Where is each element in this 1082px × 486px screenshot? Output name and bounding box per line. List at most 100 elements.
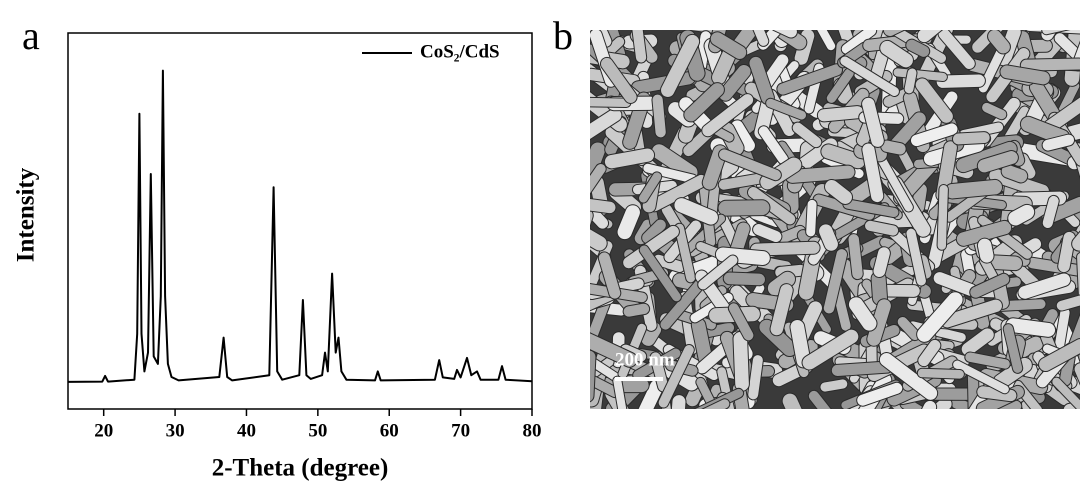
rod [987, 30, 1011, 55]
rod [1038, 338, 1080, 373]
rod [864, 219, 900, 237]
rod [660, 33, 701, 98]
rod [673, 197, 719, 226]
rod [590, 162, 607, 198]
rod [819, 378, 849, 393]
rod [916, 399, 938, 409]
scale-bar-label: 200 nm [615, 349, 675, 370]
rod [824, 178, 854, 205]
rod [914, 77, 954, 124]
rod [847, 296, 878, 332]
rod [1041, 133, 1076, 152]
rod [651, 93, 667, 139]
rod [805, 198, 818, 238]
rod [813, 30, 837, 52]
x-tick-label: 60 [380, 420, 399, 441]
rod [951, 131, 991, 146]
rod [861, 142, 885, 204]
y-axis-title: Intensity [13, 167, 40, 262]
plot-frame [67, 32, 533, 410]
x-tick-label: 40 [237, 420, 256, 441]
rod [1057, 230, 1077, 274]
rod [667, 398, 731, 409]
rod [937, 30, 976, 70]
rod [1071, 30, 1080, 72]
rod [976, 150, 1019, 174]
rod [1051, 376, 1080, 409]
rod [752, 223, 783, 244]
rod [590, 195, 617, 215]
rod [603, 147, 656, 170]
rod [622, 224, 680, 270]
rod [807, 389, 838, 409]
rod [722, 271, 766, 287]
rod [718, 148, 782, 182]
rod [590, 174, 610, 230]
x-tick-label: 20 [94, 420, 113, 441]
rod [657, 343, 695, 409]
rod [952, 359, 1010, 395]
rod [675, 30, 721, 34]
rod [935, 73, 986, 89]
rod [960, 327, 995, 357]
rod [727, 302, 755, 342]
rod [1007, 203, 1036, 227]
rod [590, 213, 608, 252]
rod [769, 30, 798, 39]
rod [856, 381, 904, 407]
rod [1041, 30, 1074, 36]
rod [905, 38, 931, 58]
rod [1073, 362, 1080, 409]
data-line [67, 69, 533, 383]
rod [590, 330, 638, 368]
rod [1000, 163, 1029, 184]
rod [718, 64, 752, 102]
rod [590, 96, 632, 108]
sem-image: 200 nm [577, 30, 1080, 409]
rod [909, 122, 959, 148]
rod [1071, 218, 1080, 252]
rod [818, 223, 839, 252]
rod [1041, 194, 1060, 230]
rod [822, 248, 849, 315]
rods [577, 30, 1080, 409]
x-tick-label: 70 [451, 420, 470, 441]
rod [697, 254, 739, 291]
rod [674, 222, 697, 284]
rod [839, 55, 900, 97]
rod [878, 352, 939, 401]
rod [781, 392, 809, 409]
rod [747, 354, 764, 401]
rod [1076, 251, 1080, 303]
rod [622, 302, 651, 318]
rod [847, 233, 864, 281]
rod [981, 101, 1008, 121]
rod [590, 349, 597, 403]
rod [861, 96, 885, 148]
rod [1019, 57, 1080, 72]
rod [969, 272, 1011, 299]
rod [717, 199, 771, 217]
rod [612, 375, 631, 409]
rod [936, 184, 949, 251]
rod [670, 394, 687, 409]
rod [765, 97, 808, 121]
rod [916, 367, 965, 380]
rod [917, 338, 942, 368]
rod [916, 30, 959, 44]
rod [999, 64, 1051, 86]
rod [791, 121, 823, 149]
rod [627, 30, 648, 64]
rod [872, 246, 891, 278]
rod [577, 162, 588, 231]
rod [599, 56, 638, 104]
rod [1017, 272, 1072, 300]
rod [882, 30, 930, 37]
x-tick-label: 30 [166, 420, 185, 441]
x-axis-title: 2-Theta (degree) [212, 455, 389, 482]
rod [769, 283, 794, 337]
rod [638, 171, 663, 204]
rod [1055, 284, 1080, 312]
rod [903, 67, 918, 95]
